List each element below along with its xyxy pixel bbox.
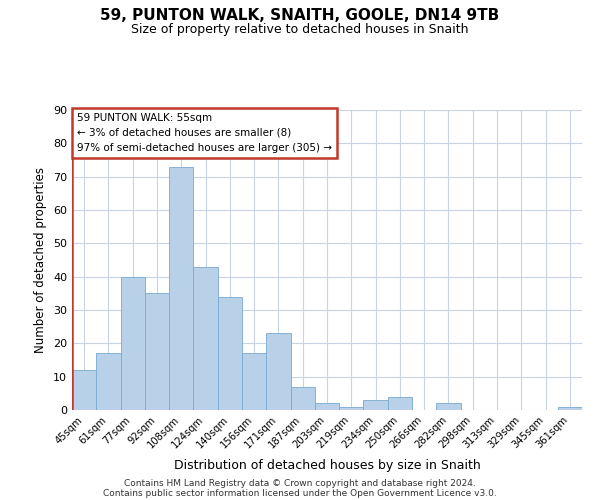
Bar [96,354,121,410]
Bar [339,406,364,410]
Bar [242,354,266,410]
X-axis label: Distribution of detached houses by size in Snaith: Distribution of detached houses by size … [173,459,481,472]
Bar [169,166,193,410]
Bar [364,400,388,410]
Bar [72,370,96,410]
Bar [315,404,339,410]
Y-axis label: Number of detached properties: Number of detached properties [34,167,47,353]
Text: 59 PUNTON WALK: 55sqm
← 3% of detached houses are smaller (8)
97% of semi-detach: 59 PUNTON WALK: 55sqm ← 3% of detached h… [77,113,332,152]
Bar [218,296,242,410]
Bar [558,406,582,410]
Bar [290,386,315,410]
Text: Size of property relative to detached houses in Snaith: Size of property relative to detached ho… [131,22,469,36]
Bar [436,404,461,410]
Bar [266,334,290,410]
Text: 59, PUNTON WALK, SNAITH, GOOLE, DN14 9TB: 59, PUNTON WALK, SNAITH, GOOLE, DN14 9TB [100,8,500,22]
Bar [121,276,145,410]
Bar [193,266,218,410]
Bar [145,294,169,410]
Text: Contains public sector information licensed under the Open Government Licence v3: Contains public sector information licen… [103,488,497,498]
Bar [388,396,412,410]
Text: Contains HM Land Registry data © Crown copyright and database right 2024.: Contains HM Land Registry data © Crown c… [124,478,476,488]
